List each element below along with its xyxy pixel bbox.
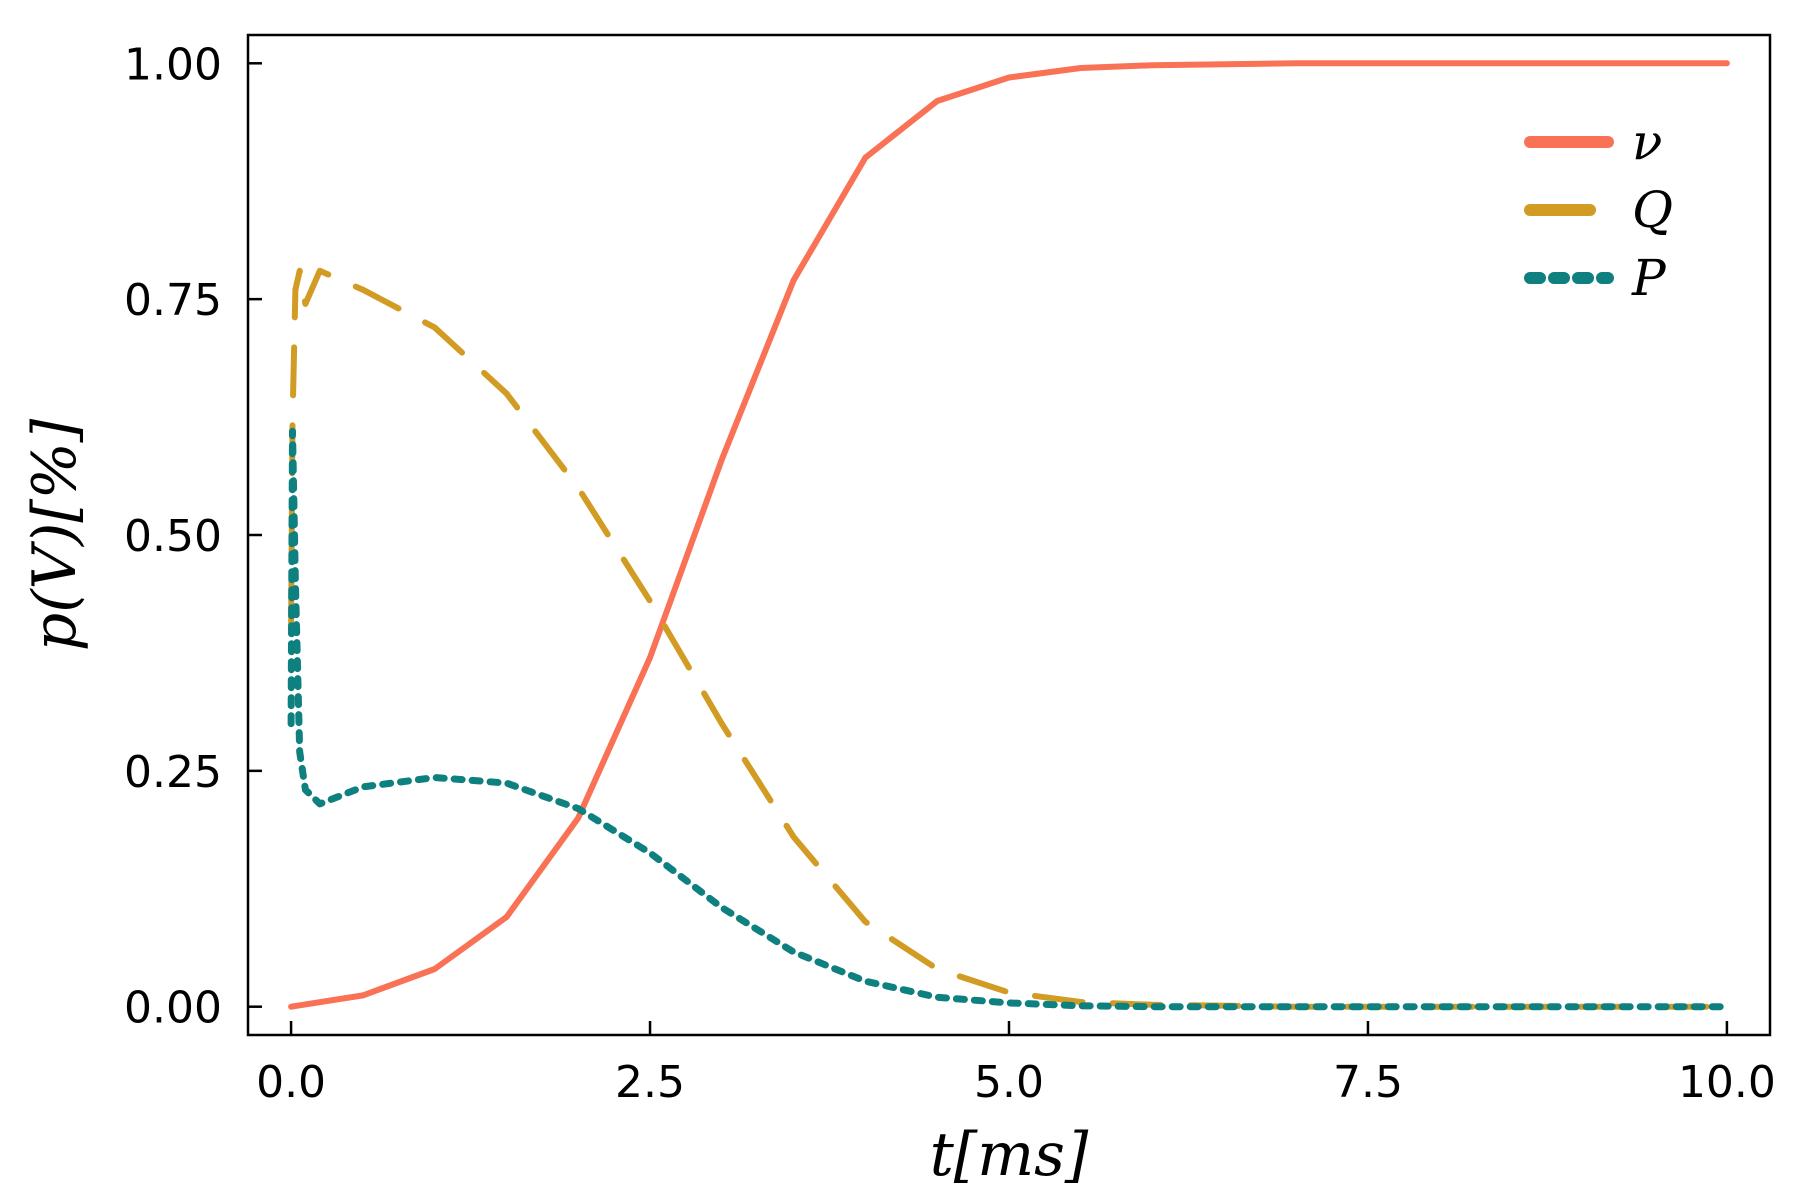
legend-label: P (1631, 249, 1667, 307)
x-axis-label: t[ms] (930, 1120, 1089, 1190)
y-tick-label: 0.00 (124, 983, 222, 1034)
y-axis-ticks: 0.00 0.25 0.50 0.75 1.00 (124, 39, 262, 1034)
y-tick-label: 0.75 (124, 275, 222, 326)
x-axis-ticks: 0.0 2.5 5.0 7.5 10.0 (256, 1021, 1776, 1108)
legend-label: ν (1632, 113, 1662, 171)
y-axis-label: p(V)[%] (20, 418, 90, 651)
series-layer (287, 60, 1731, 1011)
x-tick-label: 10.0 (1678, 1057, 1776, 1108)
x-tick-label: 2.5 (615, 1057, 685, 1108)
legend: νQP (1524, 113, 1673, 307)
series-line-dotted (287, 427, 1731, 1011)
y-tick-label: 0.25 (124, 747, 222, 798)
x-tick-label: 5.0 (974, 1057, 1044, 1108)
x-tick-label: 0.0 (256, 1057, 326, 1108)
series-line-solid (288, 60, 1730, 1010)
y-tick-label: 1.00 (124, 39, 222, 90)
legend-label: Q (1632, 181, 1673, 239)
y-tick-label: 0.50 (124, 511, 222, 562)
x-tick-label: 7.5 (1333, 1057, 1403, 1108)
